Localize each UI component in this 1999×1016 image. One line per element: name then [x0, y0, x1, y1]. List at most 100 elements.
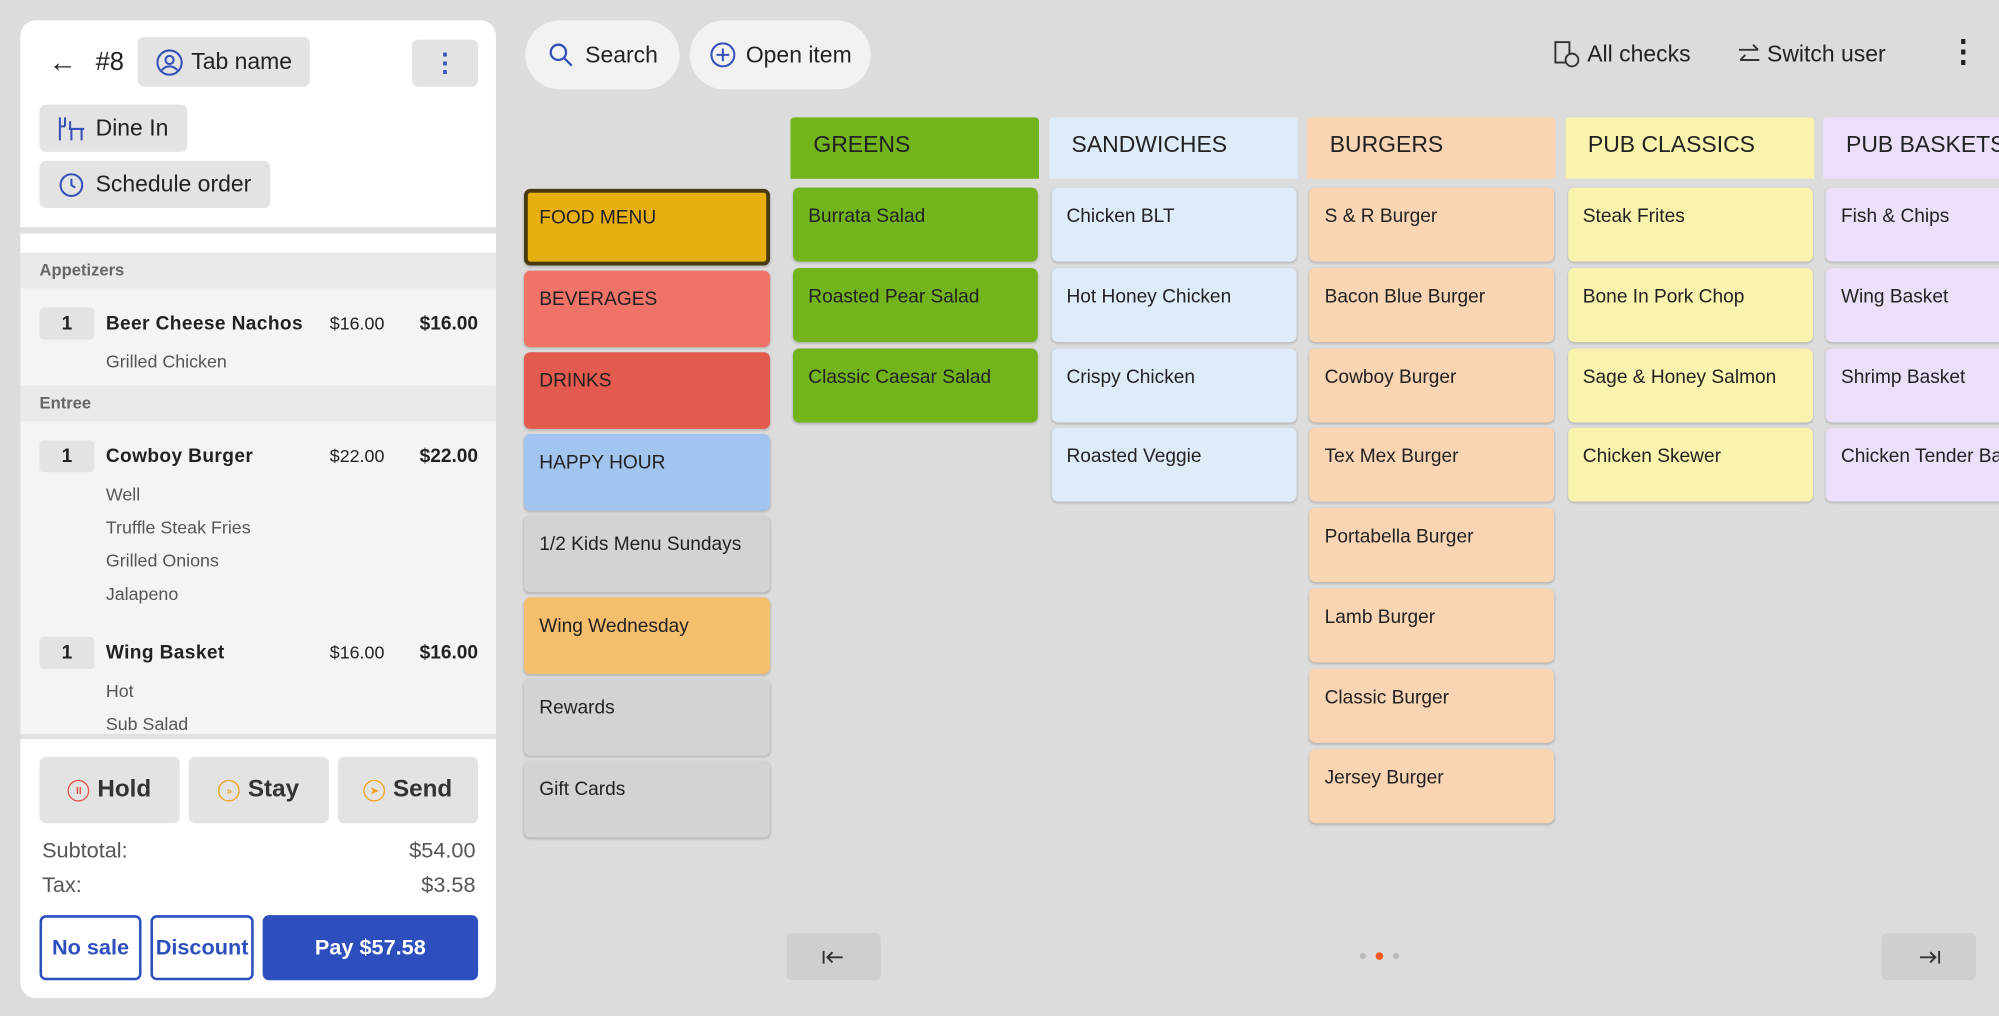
- order-items: Appetizers 1 Beer Cheese Nachos $16.00 $16.0…: [20, 239, 496, 734]
- quantity: 1: [39, 636, 95, 669]
- menu-item[interactable]: Chicken Tender Basket: [1825, 428, 1999, 503]
- order-item[interactable]: 1 Wing Basket $16.00 $16.00 Hot Sub Salad: [20, 618, 496, 734]
- action-icon: ➤: [363, 779, 386, 801]
- menu-item[interactable]: Tex Mex Burger: [1309, 428, 1555, 503]
- dine-icon: [58, 117, 85, 141]
- menu-item[interactable]: S & R Burger: [1309, 187, 1555, 262]
- overflow-menu[interactable]: ⋮: [1948, 34, 1979, 69]
- search-button[interactable]: Search: [525, 20, 680, 90]
- menu-item[interactable]: Sage & Honey Salmon: [1567, 347, 1813, 422]
- category-header[interactable]: PUB BASKETS: [1823, 117, 1999, 179]
- menu-button[interactable]: DRINKS: [523, 352, 771, 429]
- item-row: 1 Cowboy Burger $22.00 $22.00: [39, 440, 479, 473]
- subtotal-label: Subtotal:: [42, 838, 128, 863]
- menu-item[interactable]: Roasted Pear Salad: [792, 267, 1038, 342]
- menu-button[interactable]: Gift Cards: [523, 760, 771, 838]
- item-name: Beer Cheese Nachos: [105, 312, 303, 335]
- quantity: 1: [39, 307, 95, 340]
- switch-user: Switch user: [1767, 40, 1886, 67]
- action-button[interactable]: II Hold: [39, 756, 180, 824]
- unit-price: $22.00: [329, 445, 385, 466]
- all-checks-button[interactable]: All checks: [1553, 41, 1691, 68]
- menu-item[interactable]: Lamb Burger: [1309, 588, 1555, 663]
- menu-item[interactable]: Fish & Chips: [1825, 187, 1999, 262]
- order-item[interactable]: 1 Beer Cheese Nachos $16.00 $16.00 Grilled C…: [20, 288, 496, 385]
- checks-icon: [1554, 41, 1580, 68]
- page-dots: [1359, 952, 1400, 960]
- dine-in: Dine In: [95, 114, 169, 141]
- user-icon: [156, 49, 183, 76]
- item-name: Cowboy Burger: [105, 445, 254, 468]
- modifier: Truffle Steak Fries: [105, 516, 251, 538]
- menu-item[interactable]: Hot Honey Chicken: [1051, 267, 1296, 342]
- quantity: 1: [39, 440, 95, 473]
- category-header[interactable]: SANDWICHES: [1048, 117, 1298, 179]
- modifier: Hot: [105, 680, 134, 701]
- line-total: $22.00: [419, 445, 479, 468]
- item-row: 1 Beer Cheese Nachos $16.00 $16.00: [39, 307, 478, 340]
- tax: $3.58: [421, 873, 476, 898]
- menu-button[interactable]: FOOD MENU: [523, 188, 771, 266]
- menu-item[interactable]: Chicken BLT: [1051, 187, 1296, 262]
- switch-user-button[interactable]: Switch user: [1736, 40, 1886, 68]
- pay-button[interactable]: Pay $57.58: [262, 915, 479, 981]
- menu-item[interactable]: Cowboy Burger: [1309, 347, 1555, 422]
- menu-button[interactable]: HAPPY HOUR: [523, 433, 771, 511]
- subtotal: $54.00: [409, 838, 476, 863]
- schedule-button[interactable]: Schedule order: [39, 160, 271, 209]
- menu-item[interactable]: Wing Basket: [1825, 267, 1999, 342]
- last-page-button[interactable]: [1881, 933, 1977, 981]
- menu-item[interactable]: Roasted Veggie: [1051, 428, 1296, 503]
- menu-button[interactable]: 1/2 Kids Menu Sundays: [523, 515, 771, 593]
- discount-button[interactable]: Discount: [150, 915, 254, 981]
- item-name: Wing Basket: [105, 642, 225, 664]
- no-sale-button[interactable]: No sale: [39, 915, 142, 981]
- action-label: Stay: [247, 776, 300, 803]
- menu-item[interactable]: Steak Frites: [1567, 187, 1813, 262]
- more-button[interactable]: ⋮: [411, 39, 479, 87]
- action-button[interactable]: » Stay: [188, 756, 329, 824]
- order-item[interactable]: 1 Cowboy Burger $22.00 $22.00 Well Truffle St…: [20, 421, 496, 618]
- menu-item[interactable]: Bone In Pork Chop: [1567, 267, 1813, 342]
- unit-price: $16.00: [329, 312, 385, 334]
- menu-button[interactable]: Rewards: [523, 679, 771, 756]
- menu-item[interactable]: Chicken Skewer: [1567, 428, 1813, 503]
- line-total: $16.00: [419, 642, 479, 664]
- category-header[interactable]: BURGERS: [1306, 117, 1556, 179]
- menu-item[interactable]: Bacon Blue Burger: [1309, 267, 1555, 342]
- section-header: Entree: [20, 385, 496, 422]
- menu-item[interactable]: Classic Caesar Salad: [792, 347, 1038, 422]
- menu-item[interactable]: Burrata Salad: [792, 187, 1038, 262]
- schedule-order: Schedule order: [95, 171, 252, 197]
- menu-item[interactable]: Jersey Burger: [1309, 748, 1555, 823]
- check-number: #8: [95, 48, 124, 77]
- item-row: 1 Wing Basket $16.00 $16.00: [39, 636, 479, 669]
- tab-name-button[interactable]: Tab name: [137, 37, 310, 87]
- modifier: Grilled Onions: [105, 550, 219, 571]
- order-panel: ← #8 Tab name ⋮ Dine In Schedule order A…: [20, 20, 496, 999]
- menu-button[interactable]: BEVERAGES: [523, 270, 771, 348]
- menu-button[interactable]: Wing Wednesday: [523, 597, 771, 674]
- open-item: Open item: [745, 41, 852, 68]
- all-checks: All checks: [1587, 40, 1691, 67]
- modifier: Sub Salad: [105, 713, 189, 734]
- open-item-button[interactable]: Open item: [689, 20, 871, 90]
- unit-price: $16.00: [329, 642, 385, 663]
- back-button[interactable]: ←: [48, 45, 77, 78]
- action-label: Hold: [97, 776, 152, 803]
- plus-icon: [710, 42, 736, 68]
- dine-in-button[interactable]: Dine In: [39, 104, 188, 152]
- action-button[interactable]: ➤ Send: [337, 756, 479, 824]
- menu-item[interactable]: Classic Burger: [1309, 668, 1555, 743]
- menu-item[interactable]: Shrimp Basket: [1825, 347, 1999, 422]
- menu-item[interactable]: Crispy Chicken: [1051, 347, 1296, 422]
- category-header[interactable]: PUB CLASSICS: [1564, 117, 1814, 179]
- search: Search: [585, 41, 658, 68]
- clock-icon: [59, 173, 84, 197]
- modifier: Well: [105, 483, 141, 505]
- category-header[interactable]: GREENS: [790, 117, 1040, 179]
- first-page-button[interactable]: [786, 933, 881, 981]
- menu-item[interactable]: Portabella Burger: [1309, 508, 1555, 583]
